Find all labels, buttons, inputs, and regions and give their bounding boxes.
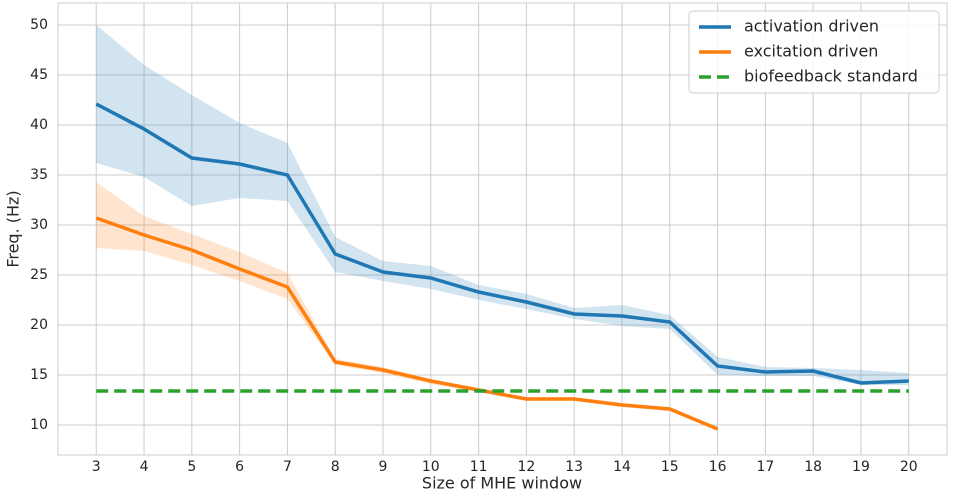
y-tick-label: 40 xyxy=(30,117,48,133)
legend-box xyxy=(688,10,940,94)
x-tick-label: 14 xyxy=(613,459,631,475)
x-tick-label: 15 xyxy=(661,459,679,475)
y-tick-label: 10 xyxy=(30,417,48,433)
y-axis-label: Freq. (Hz) xyxy=(4,190,23,267)
x-tick-label: 10 xyxy=(422,459,440,475)
x-tick-label: 7 xyxy=(283,459,292,475)
y-tick-label: 20 xyxy=(30,317,48,333)
legend-label: excitation driven xyxy=(744,42,878,61)
x-tick-label: 6 xyxy=(235,459,244,475)
x-tick-label: 12 xyxy=(517,459,535,475)
data-line xyxy=(95,216,719,431)
data-line xyxy=(95,102,909,385)
x-tick-label: 13 xyxy=(565,459,583,475)
y-tick-label: 25 xyxy=(30,267,48,283)
y-tick-label: 35 xyxy=(30,167,48,183)
x-tick-label: 17 xyxy=(756,459,774,475)
x-tick-label: 19 xyxy=(852,459,870,475)
y-tick-label: 45 xyxy=(30,67,48,83)
x-tick-label: 3 xyxy=(92,459,101,475)
x-tick-label: 4 xyxy=(140,459,149,475)
x-tick-label: 11 xyxy=(470,459,488,475)
x-tick-label: 16 xyxy=(709,459,727,475)
x-tick-label: 9 xyxy=(379,459,388,475)
legend-label: activation driven xyxy=(744,17,879,36)
x-tick-label: 20 xyxy=(900,459,918,475)
x-axis-label: Size of MHE window xyxy=(422,474,582,493)
x-tick-label: 18 xyxy=(804,459,822,475)
y-tick-label: 50 xyxy=(30,17,48,33)
y-tick-label: 15 xyxy=(30,367,48,383)
x-tick-label: 5 xyxy=(187,459,196,475)
y-tick-label: 30 xyxy=(30,217,48,233)
legend-label: biofeedback standard xyxy=(744,67,918,86)
x-tick-label: 8 xyxy=(331,459,340,475)
